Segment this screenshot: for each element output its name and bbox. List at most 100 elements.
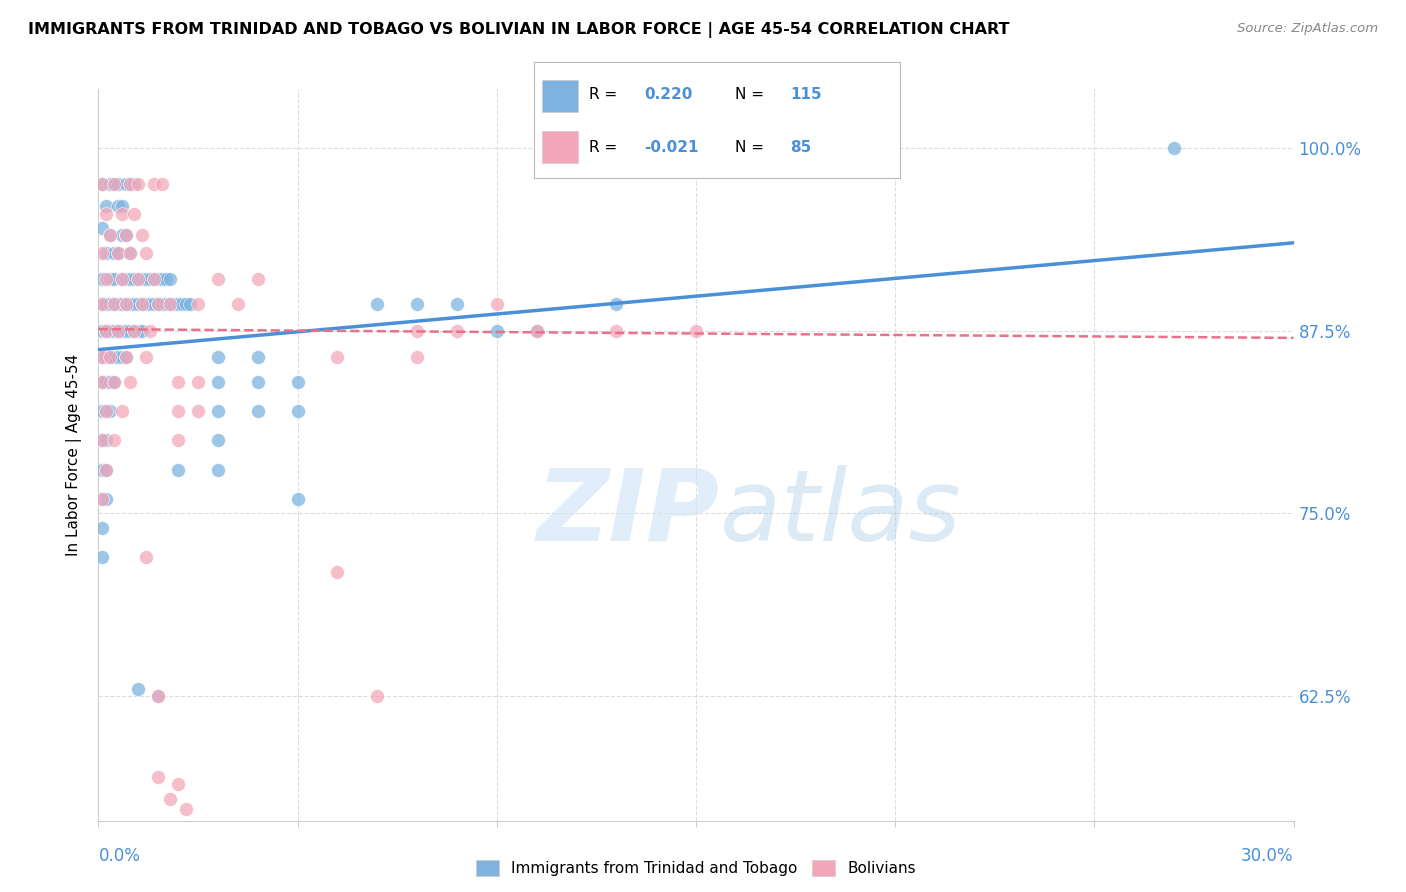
Point — [100, 350, 122, 364]
Point — [159, 297, 181, 311]
Point — [115, 272, 138, 286]
Point — [120, 297, 142, 311]
Point — [366, 690, 388, 704]
Point — [107, 324, 129, 338]
Point — [148, 297, 170, 311]
Point — [124, 297, 146, 311]
Point — [96, 462, 118, 476]
Point — [246, 375, 269, 389]
Point — [96, 434, 118, 448]
Text: 85: 85 — [790, 139, 811, 154]
Point — [135, 297, 157, 311]
Point — [107, 350, 129, 364]
Point — [155, 297, 177, 311]
Point — [91, 178, 114, 192]
Point — [148, 272, 170, 286]
Point — [163, 297, 186, 311]
Point — [96, 297, 118, 311]
Point — [150, 178, 173, 192]
Text: 115: 115 — [790, 87, 821, 103]
Point — [103, 434, 125, 448]
Point — [131, 228, 153, 243]
Point — [159, 272, 181, 286]
Text: atlas: atlas — [720, 465, 962, 562]
Point — [103, 272, 125, 286]
Point — [143, 297, 166, 311]
Point — [111, 324, 134, 338]
Point — [148, 690, 170, 704]
Point — [111, 404, 134, 418]
Point — [246, 272, 269, 286]
Point — [111, 206, 134, 220]
Point — [103, 297, 125, 311]
Point — [96, 404, 118, 418]
Point — [127, 178, 149, 192]
Point — [246, 350, 269, 364]
Point — [446, 324, 468, 338]
Text: R =: R = — [589, 139, 623, 154]
Point — [100, 272, 122, 286]
Point — [446, 297, 468, 311]
Text: IMMIGRANTS FROM TRINIDAD AND TOBAGO VS BOLIVIAN IN LABOR FORCE | AGE 45-54 CORRE: IMMIGRANTS FROM TRINIDAD AND TOBAGO VS B… — [28, 22, 1010, 38]
Point — [287, 375, 309, 389]
Point — [91, 404, 114, 418]
Point — [91, 350, 114, 364]
Point — [100, 350, 122, 364]
Point — [96, 324, 118, 338]
Point — [685, 324, 707, 338]
Point — [96, 462, 118, 476]
Text: 30.0%: 30.0% — [1241, 847, 1294, 865]
Point — [148, 690, 170, 704]
Point — [120, 375, 142, 389]
Point — [526, 324, 548, 338]
Point — [131, 297, 153, 311]
Point — [207, 462, 229, 476]
Point — [159, 791, 181, 805]
Point — [148, 297, 170, 311]
Point — [406, 297, 429, 311]
Point — [131, 324, 153, 338]
Point — [100, 228, 122, 243]
Point — [91, 375, 114, 389]
Point — [167, 375, 190, 389]
Point — [120, 272, 142, 286]
Point — [96, 375, 118, 389]
Point — [287, 491, 309, 506]
Text: N =: N = — [735, 87, 769, 103]
Point — [115, 350, 138, 364]
Point — [207, 404, 229, 418]
Point — [91, 462, 114, 476]
Point — [120, 178, 142, 192]
Point — [107, 246, 129, 260]
Point — [120, 246, 142, 260]
Point — [100, 404, 122, 418]
Point — [103, 246, 125, 260]
Point — [207, 434, 229, 448]
Point — [91, 521, 114, 535]
Point — [103, 375, 125, 389]
Point — [406, 324, 429, 338]
Point — [526, 324, 548, 338]
Point — [187, 297, 209, 311]
Point — [107, 178, 129, 192]
Point — [111, 350, 134, 364]
Point — [91, 550, 114, 565]
Point — [167, 297, 190, 311]
Point — [167, 777, 190, 791]
Point — [1163, 141, 1185, 155]
Point — [207, 272, 229, 286]
Point — [207, 350, 229, 364]
Point — [111, 272, 134, 286]
Point — [406, 350, 429, 364]
Point — [91, 434, 114, 448]
Point — [100, 297, 122, 311]
Point — [326, 565, 349, 579]
Point — [91, 324, 114, 338]
Point — [115, 297, 138, 311]
Point — [103, 375, 125, 389]
Point — [135, 246, 157, 260]
Point — [103, 324, 125, 338]
Point — [103, 350, 125, 364]
Point — [139, 324, 162, 338]
Point — [485, 297, 508, 311]
